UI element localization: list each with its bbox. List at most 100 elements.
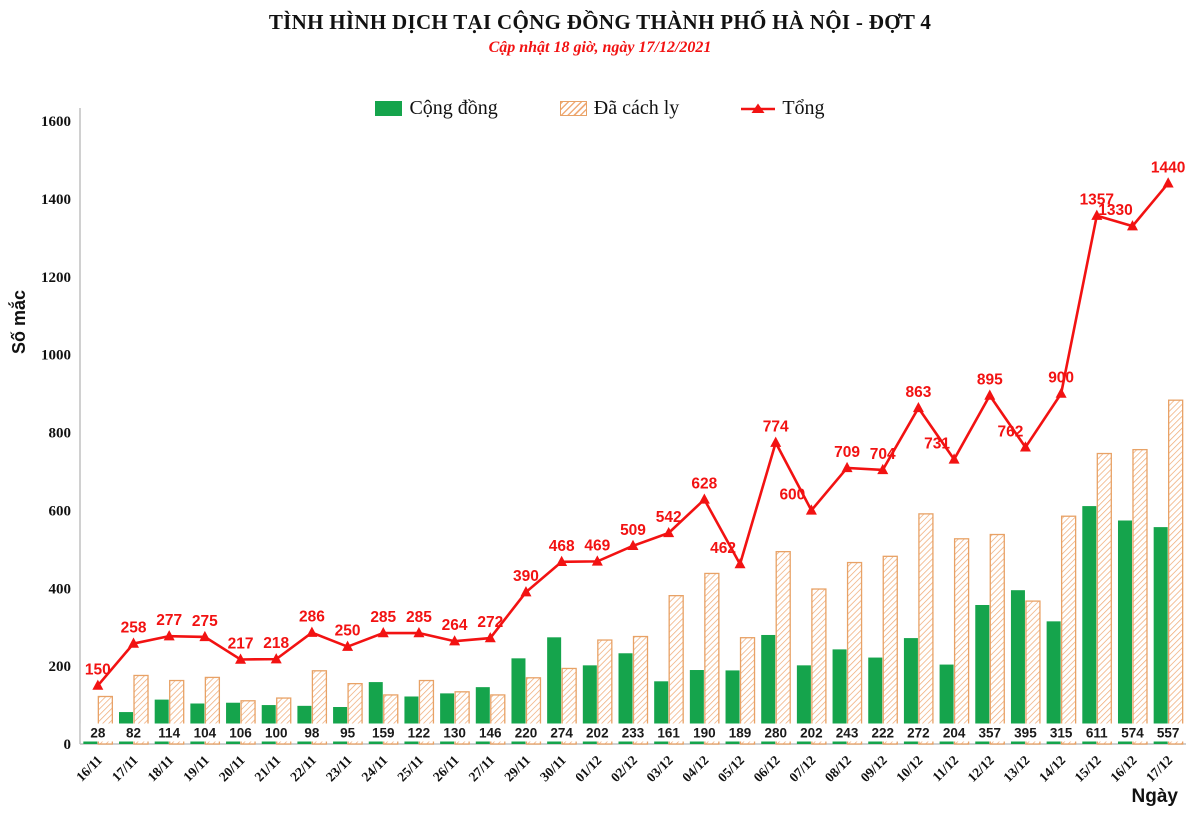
- bar-da-cach-ly: [989, 533, 1005, 745]
- bar-value-label: 280: [764, 726, 787, 741]
- bar-da-cach-ly: [1132, 448, 1148, 745]
- x-tick-label: 13/12: [1000, 752, 1033, 785]
- y-tick-label: 1400: [41, 192, 71, 208]
- total-marker-icon: [342, 640, 354, 651]
- total-value-label: 250: [335, 623, 361, 640]
- bar-cong-dong: [1010, 590, 1025, 744]
- bar-value-box: [830, 723, 865, 742]
- bar-value-box: [1008, 723, 1043, 742]
- bar-value-box: [366, 723, 401, 742]
- bar-value-label: 114: [158, 726, 180, 741]
- legend-swatch-quarantined-icon: [559, 101, 587, 116]
- total-value-label: 272: [477, 614, 503, 631]
- legend-label-tong: Tổng: [782, 97, 825, 119]
- bar-da-cach-ly: [811, 588, 827, 745]
- x-tick-label: 17/12: [1143, 752, 1176, 785]
- bar-value-box: [1151, 723, 1186, 742]
- total-marker-icon: [627, 539, 639, 551]
- x-tick-label: 06/12: [750, 752, 783, 785]
- bar-value-label: 159: [372, 726, 395, 741]
- total-value-label: 264: [442, 617, 468, 634]
- y-tick-label: 1200: [41, 270, 71, 286]
- bar-value-box: [80, 723, 115, 742]
- x-tick-label: 22/11: [287, 752, 319, 784]
- x-tick-label: 29/11: [501, 752, 533, 784]
- x-tick-label: 02/12: [608, 752, 641, 785]
- bar-value-label: 233: [622, 726, 645, 741]
- bar-value-box: [972, 723, 1007, 742]
- y-tick-label: 400: [49, 581, 72, 597]
- bar-da-cach-ly: [704, 572, 720, 745]
- bar-value-box: [758, 723, 793, 742]
- bar-value-box: [1044, 723, 1079, 742]
- bar-value-label: 95: [340, 726, 356, 741]
- total-marker-icon: [235, 653, 247, 664]
- total-value-label: 285: [406, 609, 432, 626]
- total-marker-icon: [591, 555, 603, 566]
- bar-value-label: 243: [836, 726, 859, 741]
- bar-da-cach-ly: [846, 561, 863, 745]
- bar-value-box: [508, 723, 543, 742]
- bar-cong-dong: [832, 649, 847, 744]
- bar-value-box: [294, 723, 329, 742]
- bar-cong-dong: [903, 638, 918, 744]
- total-value-label: 704: [870, 446, 896, 463]
- y-tick-label: 200: [49, 659, 72, 675]
- legend-item-tong: Tổng: [741, 97, 825, 120]
- y-tick-label: 600: [49, 503, 72, 519]
- bar-da-cach-ly: [882, 555, 898, 745]
- x-tick-label: 24/11: [359, 752, 391, 784]
- x-tick-label: 11/12: [929, 752, 961, 784]
- bar-value-label: 161: [657, 726, 680, 741]
- bar-value-box: [865, 723, 900, 742]
- bar-value-label: 220: [515, 726, 538, 741]
- legend-label-da-cach-ly: Đã cách ly: [593, 97, 680, 119]
- legend: Cộng đồng Đã cách ly Tổng: [0, 97, 1200, 120]
- x-tick-label: 04/12: [679, 752, 712, 785]
- bar-value-label: 189: [729, 726, 752, 741]
- total-value-label: 469: [584, 537, 610, 554]
- total-value-label: 542: [656, 509, 682, 526]
- total-marker-icon: [912, 401, 924, 413]
- total-value-label: 600: [779, 486, 805, 503]
- bar-cong-dong: [511, 658, 526, 744]
- bar-da-cach-ly: [1025, 600, 1041, 745]
- bar-value-label: 357: [979, 726, 1002, 741]
- legend-item-cong-dong: Cộng đồng: [375, 97, 498, 120]
- bar-da-cach-ly: [1168, 399, 1184, 745]
- total-marker-icon: [698, 493, 710, 504]
- x-tick-label: 08/12: [822, 752, 855, 785]
- bar-da-cach-ly: [1096, 452, 1112, 745]
- bar-value-label: 106: [229, 726, 252, 741]
- total-marker-icon: [1091, 209, 1103, 220]
- total-value-label: 277: [156, 612, 182, 629]
- x-tick-label: 18/11: [144, 752, 176, 784]
- legend-label-cong-dong: Cộng đồng: [409, 97, 498, 119]
- bar-value-label: 222: [871, 726, 894, 741]
- bar-value-label: 611: [1086, 726, 1108, 741]
- total-value-label: 275: [192, 613, 218, 630]
- total-marker-icon: [877, 463, 889, 475]
- chart-title: TÌNH HÌNH DỊCH TẠI CỘNG ĐỒNG THÀNH PHỐ H…: [268, 10, 932, 34]
- bar-cong-dong: [868, 657, 883, 744]
- bar-da-cach-ly: [918, 513, 934, 745]
- total-value-label: 762: [998, 423, 1024, 440]
- x-tick-label: 14/12: [1036, 752, 1069, 785]
- total-value-label: 628: [691, 475, 717, 492]
- bar-value-label: 204: [943, 726, 966, 741]
- total-value-label: 863: [905, 384, 931, 401]
- total-marker-icon: [734, 558, 746, 569]
- bar-value-box: [937, 723, 972, 742]
- bar-cong-dong: [761, 634, 776, 744]
- bar-cong-dong: [547, 637, 562, 744]
- bar-value-label: 104: [194, 726, 217, 741]
- bar-value-label: 315: [1050, 726, 1073, 741]
- bar-value-box: [1115, 723, 1150, 742]
- bar-cong-dong: [618, 653, 633, 744]
- bar-value-box: [616, 723, 650, 742]
- total-marker-icon: [270, 653, 282, 664]
- total-marker-icon: [413, 627, 425, 638]
- bar-value-label: 98: [304, 726, 320, 741]
- total-value-label: 390: [513, 568, 539, 585]
